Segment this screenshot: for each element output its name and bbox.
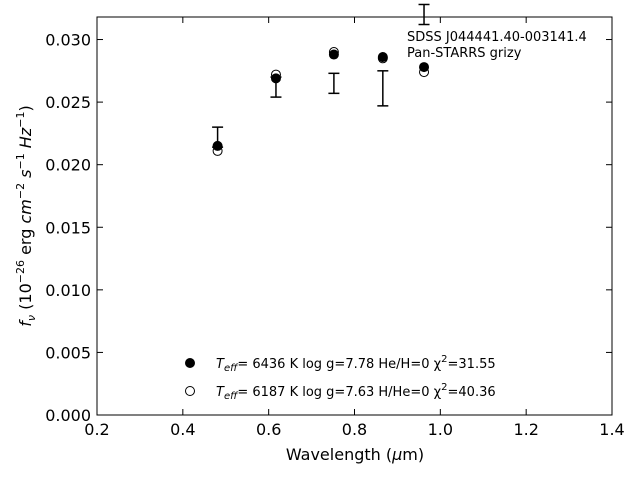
series-layer bbox=[212, 47, 430, 156]
error-bars-layer bbox=[212, 3, 430, 148]
annotation-object-name: SDSS J044441.40-003141.4 bbox=[407, 30, 587, 45]
y-tick-label: 0.005 bbox=[45, 343, 91, 362]
x-tick-label: 0.8 bbox=[342, 420, 367, 439]
data-point-filled bbox=[270, 73, 281, 84]
data-point-open bbox=[419, 67, 430, 78]
data-point-open bbox=[377, 53, 388, 64]
annotation-survey: Pan-STARRS grizy bbox=[407, 46, 522, 61]
data-point-filled bbox=[328, 49, 339, 60]
legend-label-model-1: Teff= 6436 K log g=7.78 He/H=0 χ2=31.55 bbox=[216, 354, 496, 374]
ticks-layer: 0.2 0.4 0.6 0.8 1.0 1.2 1.4 0.000 0.005 0.010 0.01… bbox=[45, 17, 625, 439]
x-tick-label: 1.2 bbox=[513, 420, 538, 439]
legend: Teff= 6436 K log g=7.78 He/H=0 χ2=31.55 … bbox=[185, 354, 496, 402]
y-tick-label: 0.025 bbox=[45, 93, 91, 112]
plot-area-frame bbox=[96, 16, 613, 416]
data-point-filled bbox=[212, 140, 223, 151]
y-tick-label: 0.015 bbox=[45, 218, 91, 237]
data-point-open bbox=[328, 47, 339, 58]
y-tick-label: 0.020 bbox=[45, 156, 91, 175]
x-tick-label: 1.4 bbox=[599, 420, 624, 439]
x-axis-label: Wavelength (μm) bbox=[286, 445, 424, 464]
data-point-open bbox=[270, 69, 281, 80]
x-tick-label: 0.2 bbox=[84, 420, 109, 439]
legend-marker-open-circle bbox=[185, 386, 195, 396]
x-tick-label: 1.0 bbox=[428, 420, 453, 439]
data-point-open bbox=[212, 145, 223, 156]
data-point-filled bbox=[419, 62, 430, 73]
x-tick-label: 0.6 bbox=[256, 420, 281, 439]
legend-label-model-2: Teff= 6187 K log g=7.63 H/He=0 χ2=40.36 bbox=[216, 382, 496, 402]
x-tick-label: 0.4 bbox=[170, 420, 195, 439]
y-tick-label: 0.030 bbox=[45, 31, 91, 50]
y-tick-label: 0.000 bbox=[45, 406, 91, 425]
y-tick-label: 0.010 bbox=[45, 281, 91, 300]
legend-marker-filled-circle bbox=[185, 358, 195, 368]
y-axis-label: fν (10−26 erg cm−2 s−1 Hz−1) bbox=[14, 105, 38, 326]
